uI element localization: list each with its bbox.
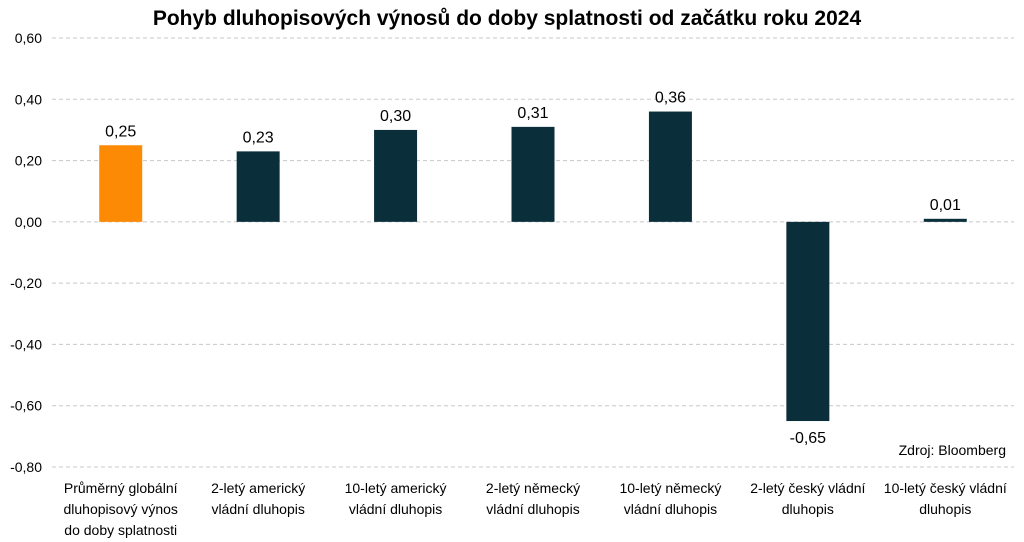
gridlines [52, 37, 1014, 468]
bar [511, 126, 555, 222]
category-label-line: 10-letý německý [619, 480, 721, 496]
bar [923, 218, 967, 222]
category-label: 10-letý americký vládní dluhopis [345, 480, 447, 517]
category-label-line: 2-letý americký [211, 480, 305, 496]
category-label-line: dluhopis [782, 501, 834, 517]
data-label: -0,65 [790, 430, 827, 447]
category-label: 10-letý český vládní dluhopis [884, 480, 1007, 517]
bar [99, 145, 143, 222]
category-label-line: 2-letý německý [486, 480, 580, 496]
value-labels: 0,25 0,23 0,30 0,31 0,36 -0,65 0,01 [105, 90, 961, 447]
data-label: 0,01 [930, 197, 961, 214]
category-label: 2-letý český vládní dluhopis [750, 480, 865, 517]
y-tick-label: -0,40 [10, 336, 42, 352]
bar [236, 151, 280, 222]
category-label-line: dluhopis [919, 501, 971, 517]
category-label-line: vládní dluhopis [486, 501, 579, 517]
category-label-line: dluhopisový výnos [64, 501, 178, 517]
y-tick-label: 0,40 [15, 91, 42, 107]
category-label-line: vládní dluhopis [211, 501, 304, 517]
y-tick-label: -0,20 [10, 275, 42, 291]
category-label-line: vládní dluhopis [624, 501, 717, 517]
data-label: 0,25 [105, 123, 136, 140]
bar [374, 129, 418, 222]
source-label: Zdroj: Bloomberg [899, 442, 1006, 458]
category-label-line: 10-letý americký [345, 480, 447, 496]
category-label-line: vládní dluhopis [349, 501, 442, 517]
category-label: Průměrný globální dluhopisový výnos do dob… [64, 480, 178, 538]
bar [648, 111, 692, 222]
data-label: 0,30 [380, 108, 411, 125]
category-label-line: 2-letý český vládní [750, 480, 865, 496]
category-label-line: Průměrný globální [64, 480, 178, 496]
category-label: 2-letý německý vládní dluhopis [486, 480, 580, 517]
category-label-line: 10-letý český vládní [884, 480, 1007, 496]
chart-title: Pohyb dluhopisových výnosů do doby splat… [153, 7, 862, 30]
y-tick-label: 0,00 [15, 214, 42, 230]
y-axis-ticks: 0,60 0,40 0,20 0,00 -0,20 -0,40 -0,60 -0,80 [10, 30, 42, 475]
category-label-line: do doby splatnosti [64, 522, 177, 538]
y-tick-label: 0,20 [15, 153, 42, 169]
data-label: 0,23 [243, 129, 274, 146]
bar [786, 221, 830, 422]
data-label: 0,36 [655, 90, 686, 107]
category-label: 2-letý americký vládní dluhopis [211, 480, 305, 517]
bars [99, 111, 967, 422]
y-tick-label: -0,60 [10, 398, 42, 414]
data-label: 0,31 [517, 105, 548, 122]
y-tick-label: -0,80 [10, 459, 42, 475]
category-label: 10-letý německý vládní dluhopis [619, 480, 721, 517]
y-tick-label: 0,60 [15, 30, 42, 46]
category-labels: Průměrný globální dluhopisový výnos do dob… [64, 480, 1007, 538]
